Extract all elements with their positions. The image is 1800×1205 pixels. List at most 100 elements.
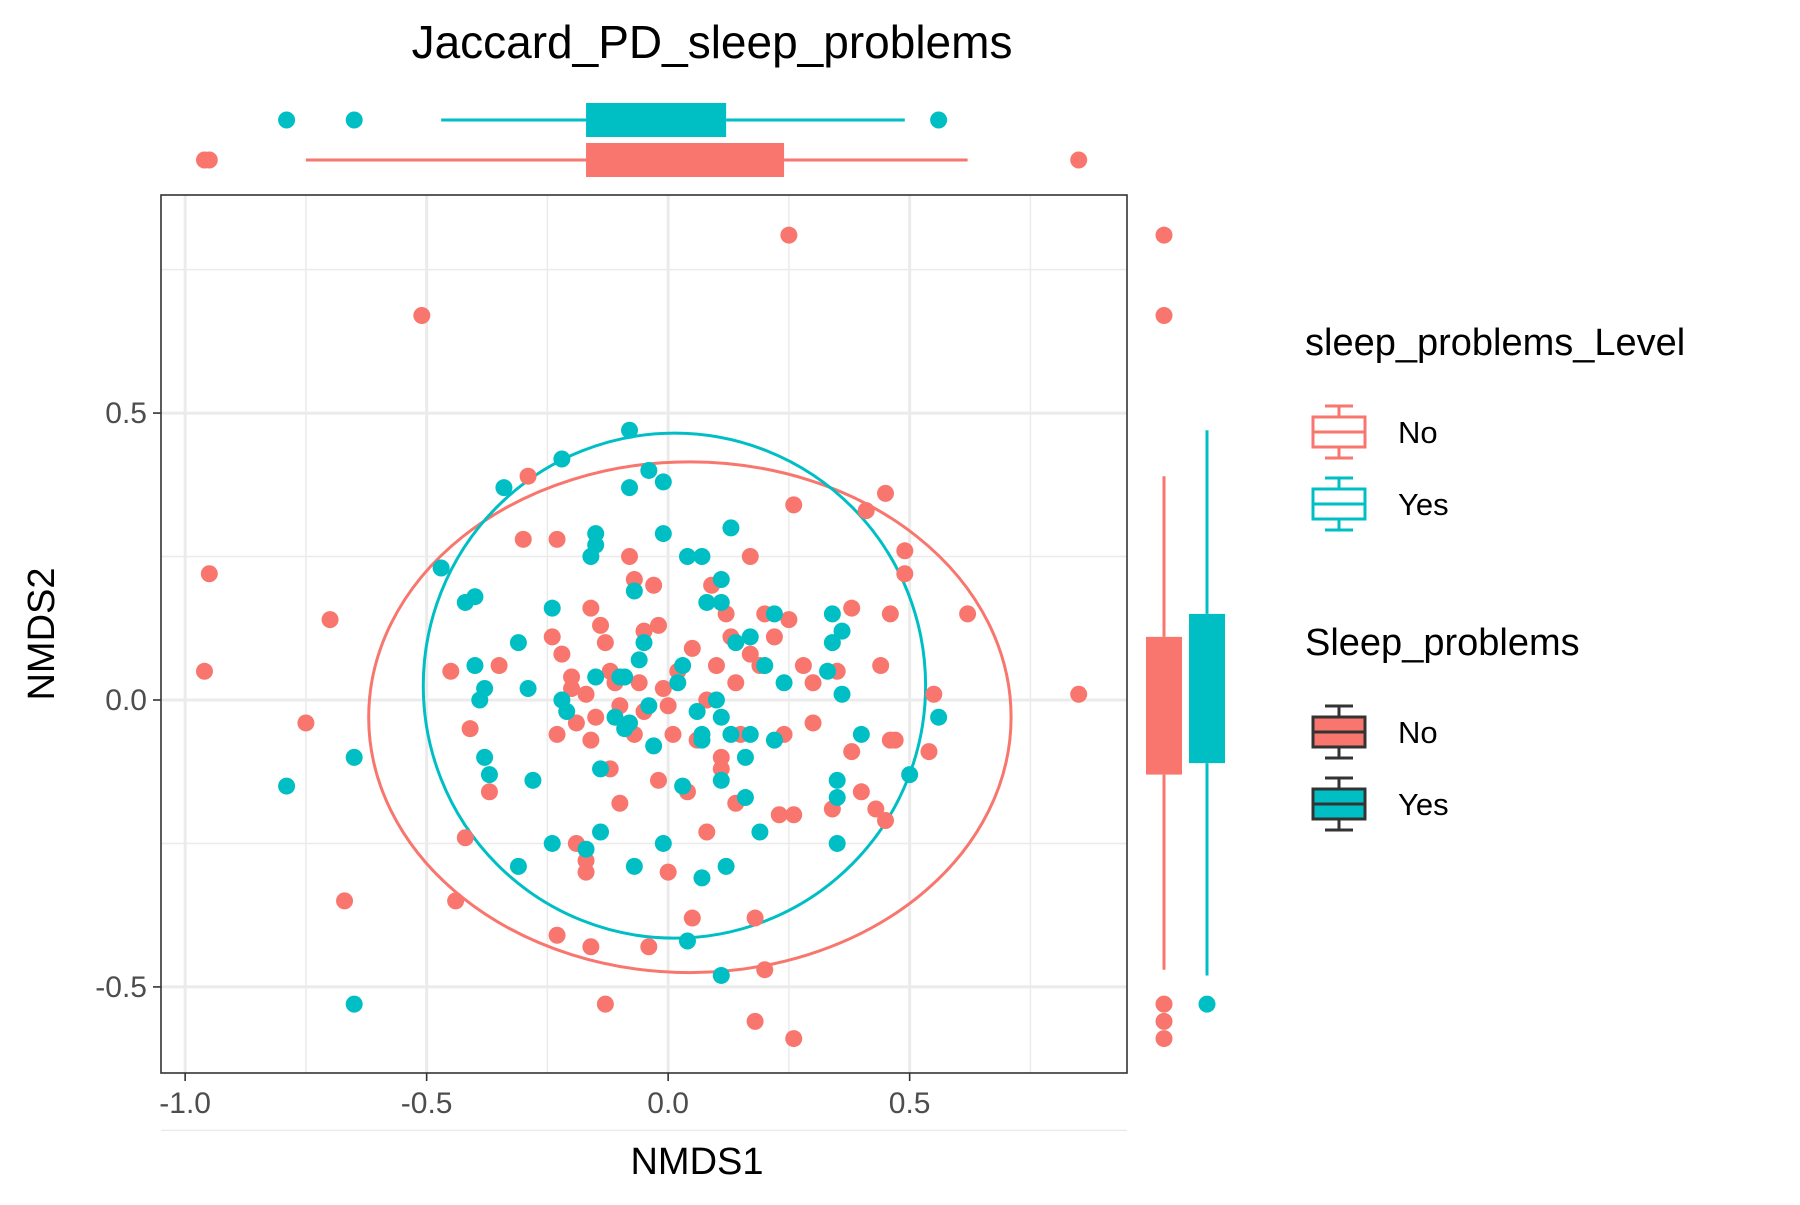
data-point-no: [587, 708, 605, 726]
data-point-no: [548, 926, 566, 944]
confidence-ellipse-no: [367, 460, 1013, 975]
data-point-no: [195, 662, 213, 680]
data-point-yes: [693, 731, 711, 749]
data-point-no: [683, 909, 701, 927]
data-point-yes: [466, 657, 484, 675]
data-point-no: [490, 657, 508, 675]
data-point-yes: [611, 668, 629, 686]
legend-title: sleep_problems_Level: [1305, 322, 1685, 364]
data-point-no: [548, 725, 566, 743]
data-point-yes: [495, 479, 513, 497]
data-point-no: [896, 542, 914, 560]
data-point-no: [582, 938, 600, 956]
legend-item-label: Yes: [1398, 487, 1449, 522]
y-marginal-outlier-no: [1155, 226, 1173, 244]
legend-title: Sleep_problems: [1305, 622, 1580, 664]
data-point-yes: [775, 674, 793, 692]
data-point-yes: [621, 714, 639, 732]
data-point-no: [442, 662, 460, 680]
data-point-no: [480, 783, 498, 801]
data-point-no: [877, 484, 894, 502]
data-point-yes: [654, 834, 672, 852]
data-point-yes: [592, 823, 610, 841]
data-point-yes: [717, 857, 735, 875]
data-point-yes: [480, 766, 498, 784]
data-point-no: [297, 714, 315, 732]
data-point-yes: [930, 708, 948, 726]
data-point-yes: [741, 725, 759, 743]
data-point-yes: [828, 771, 846, 789]
data-point-yes: [698, 593, 716, 611]
data-point-no: [857, 502, 875, 520]
data-point-no: [447, 892, 465, 910]
data-point-yes: [819, 662, 837, 680]
x-marginal-box-yes: [586, 103, 727, 137]
x-tick-label: 0.5: [889, 1087, 931, 1120]
data-point-no: [582, 731, 600, 749]
data-point-yes: [674, 657, 692, 675]
data-point-yes: [828, 834, 846, 852]
y-marginal-outlier-no: [1155, 1012, 1173, 1030]
data-point-yes: [751, 823, 769, 841]
plot-panel-border: [160, 194, 1128, 1074]
y-marginal-outlier-yes: [1198, 995, 1216, 1013]
data-point-yes: [736, 748, 754, 766]
data-point-yes: [582, 548, 600, 566]
data-point-yes: [625, 857, 643, 875]
data-point-no: [543, 628, 561, 646]
data-point-yes: [765, 731, 783, 749]
data-point-no: [804, 674, 822, 692]
data-point-yes: [833, 622, 851, 640]
data-point-no: [649, 771, 667, 789]
data-point-no: [654, 680, 672, 698]
data-point-no: [765, 628, 783, 646]
data-point-no: [872, 657, 890, 675]
data-point-no: [456, 829, 474, 847]
data-point-no: [553, 645, 571, 663]
data-point-yes: [553, 450, 571, 468]
data-point-no: [877, 812, 894, 830]
data-point-yes: [712, 593, 730, 611]
data-point-yes: [640, 697, 658, 715]
x-marginal-outlier-no: [1070, 151, 1088, 169]
data-point-yes: [509, 634, 527, 652]
data-point-yes: [592, 760, 610, 778]
data-point-yes: [823, 605, 841, 623]
data-point-yes: [741, 628, 759, 646]
data-point-yes: [640, 461, 658, 479]
data-point-yes: [278, 777, 296, 795]
data-point-no: [664, 725, 682, 743]
data-point-no: [959, 605, 977, 623]
data-point-no: [756, 961, 774, 979]
data-point-no: [640, 938, 658, 956]
data-point-no: [920, 743, 938, 761]
data-point-yes: [543, 834, 561, 852]
y-marginal-outlier-no: [1155, 1030, 1173, 1048]
x-tick-label: 0.0: [647, 1087, 689, 1120]
legend-item-label: Yes: [1398, 787, 1449, 822]
data-point-no: [630, 674, 648, 692]
data-point-yes: [645, 737, 663, 755]
x-marginal-outlier-yes: [278, 111, 296, 129]
data-point-yes: [621, 479, 639, 497]
data-point-no: [785, 496, 803, 514]
data-point-no: [592, 616, 610, 634]
data-point-yes: [852, 725, 870, 743]
y-axis-title: NMDS2: [21, 567, 63, 700]
y-marginal-box-no: [1146, 636, 1182, 775]
data-point-no: [413, 307, 431, 325]
data-point-yes: [727, 634, 745, 652]
data-point-yes: [558, 702, 576, 720]
data-point-no: [645, 576, 663, 594]
data-point-yes: [712, 771, 730, 789]
data-point-no: [514, 530, 532, 548]
data-point-no: [611, 794, 629, 812]
data-point-yes: [693, 869, 711, 887]
data-point-no: [519, 467, 537, 485]
chart-title: Jaccard_PD_sleep_problems: [412, 16, 1013, 68]
data-point-no: [567, 714, 585, 732]
data-point-yes: [712, 966, 730, 984]
x-tick-label: -0.5: [401, 1087, 453, 1120]
y-tick-label: 0.0: [105, 684, 147, 717]
